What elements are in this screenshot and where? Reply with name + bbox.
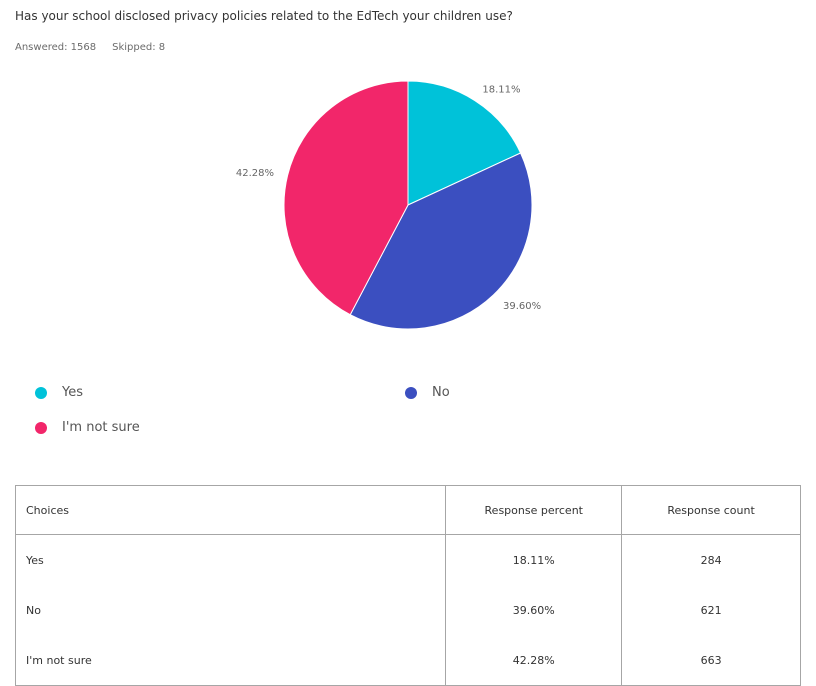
legend-label: Yes [62,385,83,400]
results-table: Choices Response percent Response count … [15,485,801,686]
table-row: No 39.60% 621 [16,585,801,635]
legend-swatch [405,386,417,399]
table-row: I'm not sure 42.28% 663 [16,635,801,686]
pie-slice-no [349,152,533,330]
question-title: Has your school disclosed privacy polici… [15,9,513,23]
answered-count: Answered: 1568 [15,42,97,53]
legend-item-yes: Yes [35,385,83,400]
percent-cell: 18.11% [445,534,622,585]
legend-label: No [432,385,450,400]
table-header-row: Choices Response percent Response count [15,485,801,535]
skipped-count: Skipped: 8 [112,42,166,53]
header-response-percent: Response percent [445,485,622,535]
pie-slice-yes [407,80,522,206]
percent-cell: 42.28% [445,635,622,686]
legend-label: I'm not sure [62,420,140,435]
legend-swatch [35,421,47,434]
choice-cell: No [26,603,41,617]
choice-cell: Yes [26,553,44,567]
pie-data-label: 18.11% [482,85,520,96]
legend-swatch [35,386,47,399]
count-cell: 663 [621,635,801,686]
count-cell: 621 [621,585,801,635]
pie-chart: 18.11% 39.60% 42.28% [236,80,541,330]
legend-item-no: No [405,385,450,400]
pie-data-label: 39.60% [503,301,541,312]
table-row: Yes 18.11% 284 [16,534,801,585]
header-response-count: Response count [621,485,801,535]
header-choices: Choices [15,485,446,535]
response-stats: Answered: 1568 Skipped: 8 [15,42,165,53]
pie-slice-i-m-not-sure [283,80,409,316]
pie-data-label: 42.28% [236,168,274,179]
count-cell: 284 [621,534,801,585]
choice-cell: I'm not sure [26,653,92,667]
percent-cell: 39.60% [445,585,622,635]
legend-item-not-sure: I'm not sure [35,420,140,435]
